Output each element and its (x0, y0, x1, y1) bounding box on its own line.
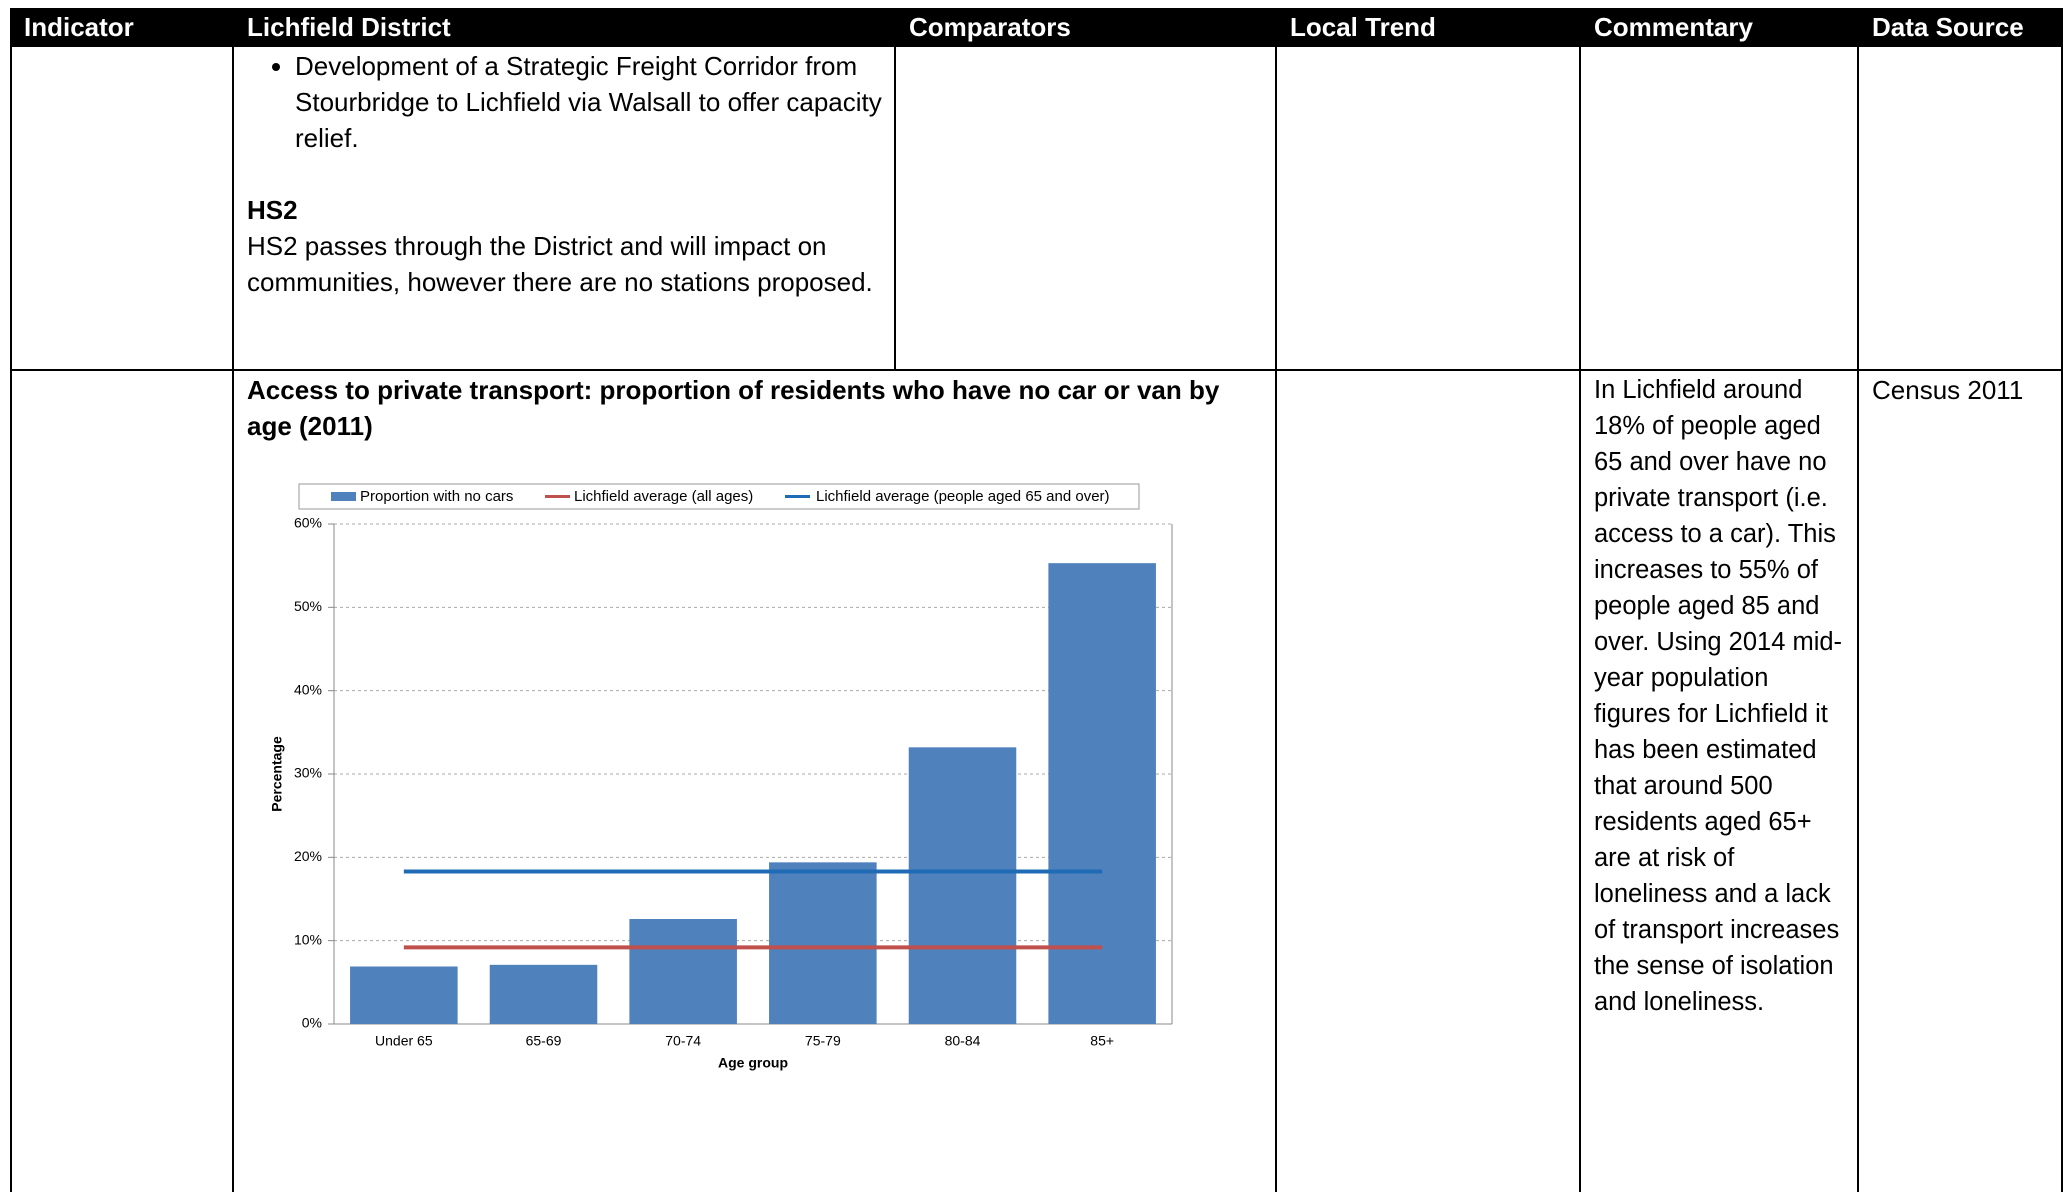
y-tick-label: 40% (294, 681, 322, 697)
chart-title: Access to private transport: proportion … (247, 375, 1220, 441)
border (1275, 47, 1277, 1192)
header-cell: Comparators (909, 12, 1071, 42)
header-cell: Local Trend (1290, 12, 1436, 42)
legend-label: Lichfield average (all ages) (574, 488, 753, 505)
y-axis-title: Percentage (269, 736, 285, 812)
chart: Proportion with no cars Lichfield average… (269, 483, 1173, 1071)
header-cell: Lichfield District (247, 12, 451, 42)
y-tick-label: 10% (294, 931, 322, 947)
x-tick-label: 75-79 (805, 1033, 841, 1049)
cell-content: Development of a Strategic Freight Corri… (247, 48, 887, 300)
x-axis-title: Age group (718, 1055, 788, 1071)
data-source: Census 2011 (1872, 375, 2024, 405)
y-tick-label: 60% (294, 515, 322, 531)
x-tick-label: Under 65 (375, 1033, 433, 1049)
legend-swatch (331, 492, 356, 501)
bullet: Development of a Strategic Freight Corri… (295, 48, 887, 156)
legend-box (298, 483, 1140, 510)
y-tick-label: 0% (302, 1015, 322, 1031)
x-tick-label: 65-69 (526, 1033, 562, 1049)
bar (908, 747, 1017, 1024)
border (1579, 47, 1581, 1192)
x-tick-label: 70-74 (665, 1033, 701, 1049)
paragraph: HS2 passes through the District and will… (247, 231, 873, 297)
border (10, 369, 2063, 371)
header-bar (10, 8, 2063, 47)
bar (629, 919, 737, 1024)
bar (350, 966, 458, 1024)
bar (489, 964, 598, 1024)
legend-label: Proportion with no cars (360, 488, 513, 505)
legend-label: Lichfield average (people aged 65 and ov… (816, 488, 1110, 505)
bullet-list: Development of a Strategic Freight Corri… (247, 48, 887, 156)
bar (1048, 563, 1156, 1024)
commentary: In Lichfield around 18% of people aged 6… (1594, 376, 1843, 1016)
border (232, 47, 234, 1192)
y-tick-label: 20% (294, 848, 322, 864)
border (1857, 47, 1859, 1192)
x-tick-label: 80-84 (945, 1033, 981, 1049)
header-cell: Commentary (1594, 12, 1753, 42)
heading: HS2 (247, 195, 298, 225)
border (10, 47, 12, 1192)
header-cell: Data Source (1872, 12, 2024, 42)
border (2061, 47, 2063, 1192)
border (894, 47, 896, 370)
bar (769, 862, 877, 1024)
header-cell: Indicator (24, 12, 134, 42)
x-tick-label: 85+ (1090, 1033, 1114, 1049)
y-tick-label: 30% (294, 765, 322, 781)
y-tick-label: 50% (294, 598, 322, 614)
